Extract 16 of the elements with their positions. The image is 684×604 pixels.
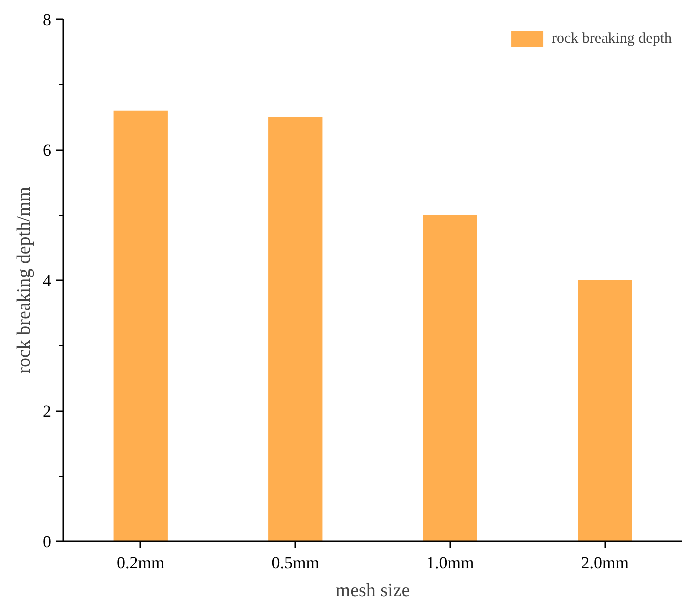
x-tick-label: 0.5mm xyxy=(272,554,320,572)
bar xyxy=(268,117,323,542)
y-tick-label: 0 xyxy=(43,532,52,552)
x-axis-title: mesh size xyxy=(336,580,410,602)
y-axis-title: rock breaking depth/mm xyxy=(14,186,35,374)
y-tick-label: 8 xyxy=(43,10,52,30)
x-tick-label: 0.2mm xyxy=(117,554,165,572)
x-tick-label: 1.0mm xyxy=(426,554,474,572)
bar xyxy=(423,215,478,542)
y-tick-label: 2 xyxy=(43,402,52,421)
bar xyxy=(578,280,632,542)
legend-label: rock breaking depth xyxy=(552,30,672,48)
bar xyxy=(114,110,168,542)
x-tick-label: 2.0mm xyxy=(581,554,629,572)
y-tick-label: 4 xyxy=(43,272,52,290)
y-tick-label: 6 xyxy=(43,141,52,160)
